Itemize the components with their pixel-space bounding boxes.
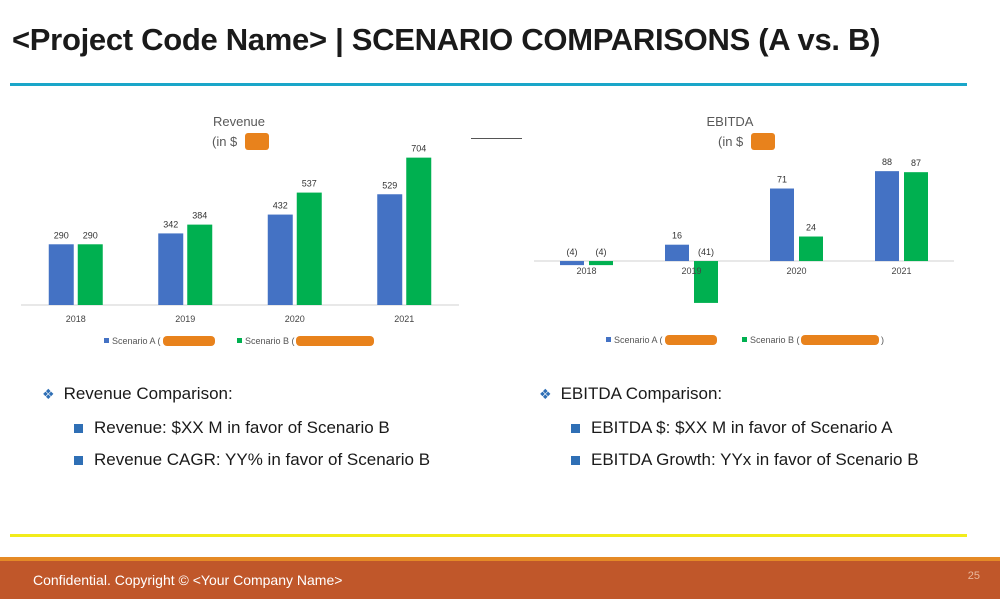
diamond-bullet-icon: ❖ <box>539 385 552 402</box>
legend-label: Scenario B ( <box>750 335 800 345</box>
x-tick-label: 2019 <box>175 314 195 324</box>
bar <box>158 233 184 305</box>
redaction-mark <box>801 335 879 345</box>
list-item-text: EBITDA $: $XX M in favor of Scenario A <box>591 418 893 437</box>
legend-trailing: ) <box>881 335 884 345</box>
x-tick-label: 2018 <box>66 314 86 324</box>
bottom-divider <box>10 534 967 537</box>
bar <box>377 194 403 305</box>
ebitda-heading: EBITDA Comparison: <box>560 384 723 403</box>
footer-bar: Confidential. Copyright © <Your Company … <box>0 557 1000 599</box>
redaction-mark <box>296 336 374 346</box>
data-label: 704 <box>411 144 426 154</box>
page-number: 25 <box>967 570 980 582</box>
data-label: (4) <box>567 247 578 257</box>
data-label: 529 <box>382 180 397 190</box>
ebitda-bullets: ❖ EBITDA Comparison: EBITDA $: $XX M in … <box>539 384 919 470</box>
data-label: (41) <box>698 247 714 257</box>
bar <box>904 172 928 262</box>
redaction-mark <box>665 335 717 345</box>
square-bullet-icon <box>571 423 580 433</box>
revenue-chart-svg: Revenue (in $ 290 290 2018 342 384 2019 432 537 20… <box>21 114 459 346</box>
bar <box>48 244 74 305</box>
x-tick-label: 2021 <box>394 314 414 324</box>
list-item-text: Revenue: $XX M in favor of Scenario B <box>94 418 390 437</box>
list-item-text: Revenue CAGR: YY% in favor of Scenario B <box>94 450 431 469</box>
data-label: 290 <box>54 230 69 240</box>
bar <box>694 261 718 303</box>
redaction-mark <box>163 336 215 346</box>
square-bullet-icon <box>571 455 580 465</box>
footer-copyright: Confidential. Copyright © <Your Company … <box>33 572 343 588</box>
data-label: 342 <box>163 219 178 229</box>
data-label: 432 <box>273 201 288 211</box>
ebitda-heading-row: ❖ EBITDA Comparison: <box>539 384 919 404</box>
x-tick-label: 2020 <box>786 266 806 276</box>
data-label: 87 <box>911 158 921 168</box>
bar <box>296 192 322 305</box>
x-tick-label: 2021 <box>891 266 911 276</box>
bar <box>77 244 103 305</box>
x-tick-label: 2018 <box>576 266 596 276</box>
chart-subtitle: (in $ <box>212 134 238 149</box>
revenue-bullets: ❖ Revenue Comparison: Revenue: $XX M in … <box>42 384 430 470</box>
legend-swatch <box>104 338 109 343</box>
square-bullet-icon <box>74 423 83 433</box>
top-divider <box>10 83 967 86</box>
ebitda-chart: EBITDA (in $ (4) (4) 2018 16 (41) 2019 71 24 2020 8… <box>528 108 968 356</box>
slide-title: <Project Code Name> | SCENARIO COMPARISO… <box>12 22 881 57</box>
revenue-heading-row: ❖ Revenue Comparison: <box>42 384 430 404</box>
data-label: 88 <box>882 157 892 167</box>
redaction-mark <box>245 133 269 150</box>
data-label: 384 <box>192 211 207 221</box>
bar <box>267 214 293 305</box>
data-label: 24 <box>806 223 816 233</box>
bar <box>770 188 794 262</box>
chart-title: EBITDA <box>707 114 754 129</box>
legend-label: Scenario A ( <box>112 336 161 346</box>
bar <box>406 157 432 305</box>
legend-swatch <box>237 338 242 343</box>
revenue-chart: Revenue (in $ 290 290 2018 342 384 2019 432 537 20… <box>14 108 466 356</box>
redaction-mark <box>751 133 775 150</box>
square-bullet-icon <box>74 455 83 465</box>
list-item: Revenue CAGR: YY% in favor of Scenario B <box>74 450 430 470</box>
data-label: 290 <box>83 230 98 240</box>
legend-swatch <box>606 337 611 342</box>
bar <box>665 244 689 262</box>
bar <box>589 261 613 266</box>
bar <box>799 236 823 262</box>
list-item: EBITDA $: $XX M in favor of Scenario A <box>571 418 919 438</box>
list-item: EBITDA Growth: YYx in favor of Scenario … <box>571 450 919 470</box>
chart-subtitle: (in $ <box>718 134 744 149</box>
legend-label: Scenario A ( <box>614 335 663 345</box>
revenue-heading: Revenue Comparison: <box>63 384 233 403</box>
legend-swatch <box>742 337 747 342</box>
list-item: Revenue: $XX M in favor of Scenario B <box>74 418 430 438</box>
chart-title: Revenue <box>213 114 265 129</box>
data-label: 16 <box>672 231 682 241</box>
data-label: 537 <box>302 179 317 189</box>
list-item-text: EBITDA Growth: YYx in favor of Scenario … <box>591 450 919 469</box>
separator-line <box>471 138 522 139</box>
legend-label: Scenario B ( <box>245 336 295 346</box>
bar <box>187 224 213 305</box>
x-tick-label: 2019 <box>681 266 701 276</box>
x-tick-label: 2020 <box>285 314 305 324</box>
data-label: 71 <box>777 175 787 185</box>
bar <box>560 261 584 266</box>
bar <box>875 171 899 262</box>
ebitda-chart-svg: EBITDA(in $(4) (4)201816(41)2019712420208… <box>534 114 954 345</box>
data-label: (4) <box>596 247 607 257</box>
diamond-bullet-icon: ❖ <box>42 385 55 402</box>
